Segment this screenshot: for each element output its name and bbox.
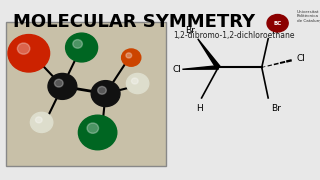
Circle shape <box>87 123 99 133</box>
Circle shape <box>17 43 30 54</box>
Polygon shape <box>182 66 219 69</box>
Circle shape <box>98 86 106 94</box>
Circle shape <box>8 35 50 72</box>
Circle shape <box>66 33 98 62</box>
Circle shape <box>30 112 53 132</box>
Circle shape <box>48 73 77 99</box>
Circle shape <box>267 15 288 32</box>
Circle shape <box>36 117 42 123</box>
Circle shape <box>126 73 149 94</box>
Text: H: H <box>271 26 277 35</box>
Text: Cl: Cl <box>172 65 181 74</box>
Text: Universitat
Politècnica
de Catalunya: Universitat Politècnica de Catalunya <box>297 10 320 23</box>
Text: 1,2-dibromo-1,2-dichloroethane: 1,2-dibromo-1,2-dichloroethane <box>173 31 294 40</box>
Circle shape <box>91 81 120 107</box>
Circle shape <box>73 40 83 48</box>
Text: MOLECULAR SYMMETRY: MOLECULAR SYMMETRY <box>13 13 255 31</box>
Polygon shape <box>198 39 220 68</box>
Circle shape <box>54 79 63 87</box>
Circle shape <box>78 115 117 150</box>
Text: H: H <box>196 104 203 113</box>
FancyBboxPatch shape <box>6 22 166 166</box>
Text: Cl: Cl <box>296 54 305 63</box>
Text: BC: BC <box>274 21 282 26</box>
Circle shape <box>122 49 141 66</box>
Text: Br: Br <box>271 104 281 113</box>
Circle shape <box>126 53 132 58</box>
Circle shape <box>132 78 138 84</box>
Text: Br: Br <box>185 26 195 35</box>
